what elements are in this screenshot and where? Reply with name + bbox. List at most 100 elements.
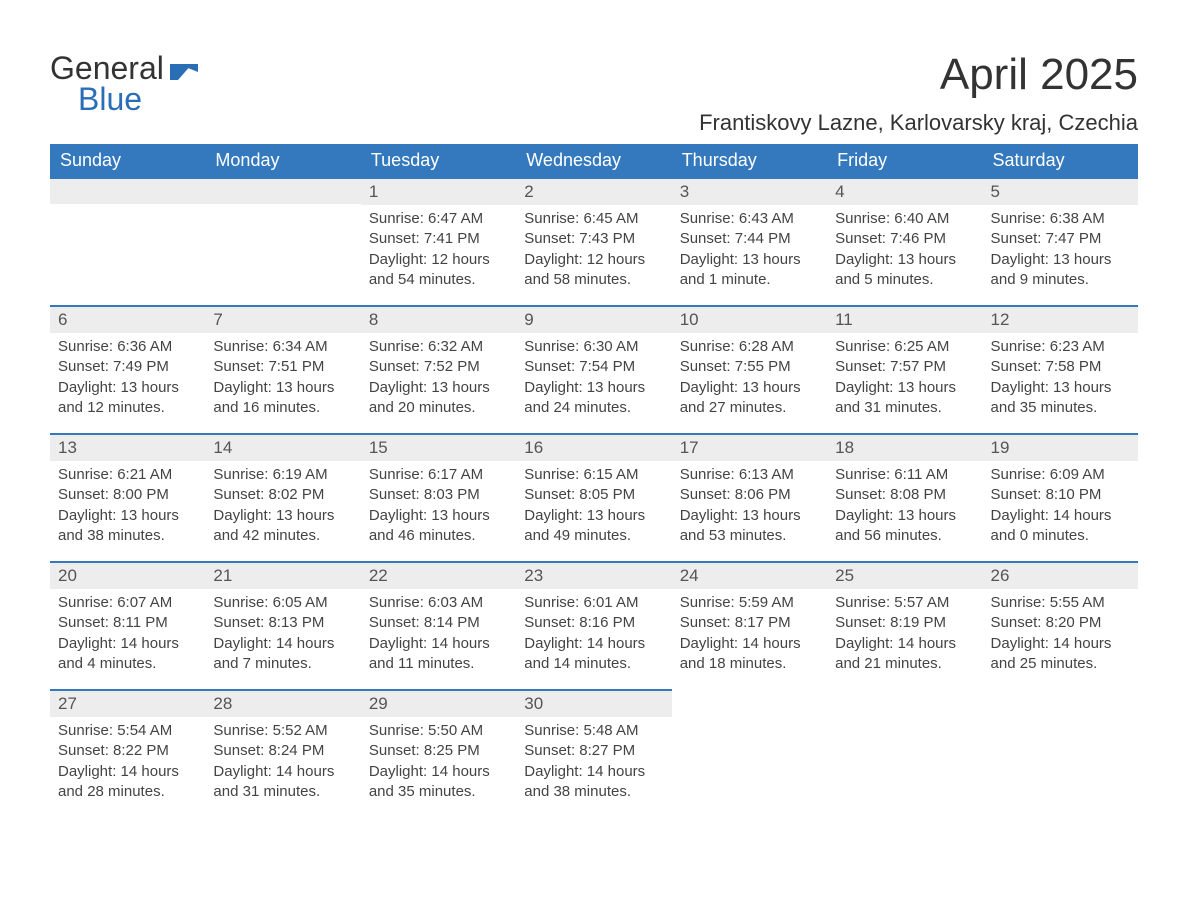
sunset-text: Sunset: 8:14 PM [369,613,508,633]
calendar-week: 27Sunrise: 5:54 AMSunset: 8:22 PMDayligh… [50,689,1138,817]
day-number: 18 [827,433,982,461]
daylight-text: Daylight: 13 hours and 53 minutes. [680,506,819,547]
calendar-cell: 22Sunrise: 6:03 AMSunset: 8:14 PMDayligh… [361,561,516,689]
day-detail: Sunrise: 6:36 AMSunset: 7:49 PMDaylight:… [50,333,205,426]
calendar-cell: 6Sunrise: 6:36 AMSunset: 7:49 PMDaylight… [50,305,205,433]
day-number: 5 [983,177,1138,205]
daylight-text: Daylight: 14 hours and 25 minutes. [991,634,1130,675]
flag-icon [170,60,198,80]
day-number: 28 [205,689,360,717]
dayname-header: Tuesday [361,144,516,177]
day-detail: Sunrise: 5:48 AMSunset: 8:27 PMDaylight:… [516,717,671,810]
day-detail: Sunrise: 6:38 AMSunset: 7:47 PMDaylight:… [983,205,1138,298]
calendar-cell: 4Sunrise: 6:40 AMSunset: 7:46 PMDaylight… [827,177,982,305]
daylight-text: Daylight: 14 hours and 7 minutes. [213,634,352,675]
day-number: 29 [361,689,516,717]
day-number: 1 [361,177,516,205]
day-number: 22 [361,561,516,589]
day-number: 4 [827,177,982,205]
day-number: 10 [672,305,827,333]
day-detail: Sunrise: 6:25 AMSunset: 7:57 PMDaylight:… [827,333,982,426]
sunrise-text: Sunrise: 6:21 AM [58,465,197,485]
calendar-cell: 26Sunrise: 5:55 AMSunset: 8:20 PMDayligh… [983,561,1138,689]
day-detail: Sunrise: 5:55 AMSunset: 8:20 PMDaylight:… [983,589,1138,682]
sunset-text: Sunset: 7:51 PM [213,357,352,377]
daylight-text: Daylight: 13 hours and 31 minutes. [835,378,974,419]
day-detail: Sunrise: 6:34 AMSunset: 7:51 PMDaylight:… [205,333,360,426]
day-detail: Sunrise: 6:30 AMSunset: 7:54 PMDaylight:… [516,333,671,426]
dayname-header: Sunday [50,144,205,177]
sunrise-text: Sunrise: 6:38 AM [991,209,1130,229]
sunrise-text: Sunrise: 5:55 AM [991,593,1130,613]
day-detail: Sunrise: 6:09 AMSunset: 8:10 PMDaylight:… [983,461,1138,554]
sunset-text: Sunset: 8:03 PM [369,485,508,505]
daylight-text: Daylight: 13 hours and 49 minutes. [524,506,663,547]
daylight-text: Daylight: 14 hours and 4 minutes. [58,634,197,675]
day-number: 2 [516,177,671,205]
daylight-text: Daylight: 12 hours and 58 minutes. [524,250,663,291]
calendar-cell [205,177,360,305]
page-header: General Blue April 2025 Frantiskovy Lazn… [50,50,1138,136]
calendar-cell: 18Sunrise: 6:11 AMSunset: 8:08 PMDayligh… [827,433,982,561]
sunset-text: Sunset: 8:02 PM [213,485,352,505]
sunrise-text: Sunrise: 6:23 AM [991,337,1130,357]
calendar-cell: 15Sunrise: 6:17 AMSunset: 8:03 PMDayligh… [361,433,516,561]
calendar-cell: 20Sunrise: 6:07 AMSunset: 8:11 PMDayligh… [50,561,205,689]
calendar-cell: 1Sunrise: 6:47 AMSunset: 7:41 PMDaylight… [361,177,516,305]
calendar-week: 20Sunrise: 6:07 AMSunset: 8:11 PMDayligh… [50,561,1138,689]
day-number: 15 [361,433,516,461]
dayname-row: SundayMondayTuesdayWednesdayThursdayFrid… [50,144,1138,177]
sunrise-text: Sunrise: 6:15 AM [524,465,663,485]
title-block: April 2025 Frantiskovy Lazne, Karlovarsk… [699,50,1138,136]
day-number: 8 [361,305,516,333]
sunrise-text: Sunrise: 6:34 AM [213,337,352,357]
daylight-text: Daylight: 13 hours and 35 minutes. [991,378,1130,419]
sunrise-text: Sunrise: 6:25 AM [835,337,974,357]
sunset-text: Sunset: 7:44 PM [680,229,819,249]
day-detail: Sunrise: 6:11 AMSunset: 8:08 PMDaylight:… [827,461,982,554]
sunset-text: Sunset: 8:24 PM [213,741,352,761]
sunrise-text: Sunrise: 6:30 AM [524,337,663,357]
day-number: 17 [672,433,827,461]
sunset-text: Sunset: 7:57 PM [835,357,974,377]
calendar-cell: 8Sunrise: 6:32 AMSunset: 7:52 PMDaylight… [361,305,516,433]
sunset-text: Sunset: 8:10 PM [991,485,1130,505]
calendar-cell [50,177,205,305]
sunset-text: Sunset: 7:43 PM [524,229,663,249]
sunset-text: Sunset: 8:06 PM [680,485,819,505]
day-detail: Sunrise: 6:15 AMSunset: 8:05 PMDaylight:… [516,461,671,554]
calendar-table: SundayMondayTuesdayWednesdayThursdayFrid… [50,144,1138,817]
calendar-cell: 5Sunrise: 6:38 AMSunset: 7:47 PMDaylight… [983,177,1138,305]
logo-text-blue: Blue [78,81,142,118]
day-number: 27 [50,689,205,717]
calendar-week: 13Sunrise: 6:21 AMSunset: 8:00 PMDayligh… [50,433,1138,561]
empty-day-header [50,177,205,204]
daylight-text: Daylight: 14 hours and 35 minutes. [369,762,508,803]
calendar-cell: 7Sunrise: 6:34 AMSunset: 7:51 PMDaylight… [205,305,360,433]
calendar-cell: 3Sunrise: 6:43 AMSunset: 7:44 PMDaylight… [672,177,827,305]
month-title: April 2025 [699,50,1138,100]
daylight-text: Daylight: 13 hours and 24 minutes. [524,378,663,419]
sunrise-text: Sunrise: 6:17 AM [369,465,508,485]
calendar-week: 6Sunrise: 6:36 AMSunset: 7:49 PMDaylight… [50,305,1138,433]
empty-day-header [205,177,360,204]
sunset-text: Sunset: 8:20 PM [991,613,1130,633]
sunset-text: Sunset: 7:54 PM [524,357,663,377]
sunset-text: Sunset: 8:27 PM [524,741,663,761]
dayname-header: Friday [827,144,982,177]
daylight-text: Daylight: 14 hours and 28 minutes. [58,762,197,803]
day-detail: Sunrise: 5:50 AMSunset: 8:25 PMDaylight:… [361,717,516,810]
day-number: 9 [516,305,671,333]
daylight-text: Daylight: 13 hours and 1 minute. [680,250,819,291]
sunset-text: Sunset: 7:41 PM [369,229,508,249]
day-detail: Sunrise: 5:54 AMSunset: 8:22 PMDaylight:… [50,717,205,810]
sunset-text: Sunset: 7:52 PM [369,357,508,377]
sunrise-text: Sunrise: 6:40 AM [835,209,974,229]
day-number: 6 [50,305,205,333]
sunrise-text: Sunrise: 5:48 AM [524,721,663,741]
calendar-cell: 12Sunrise: 6:23 AMSunset: 7:58 PMDayligh… [983,305,1138,433]
calendar-cell: 28Sunrise: 5:52 AMSunset: 8:24 PMDayligh… [205,689,360,817]
dayname-header: Saturday [983,144,1138,177]
sunset-text: Sunset: 8:11 PM [58,613,197,633]
dayname-header: Monday [205,144,360,177]
